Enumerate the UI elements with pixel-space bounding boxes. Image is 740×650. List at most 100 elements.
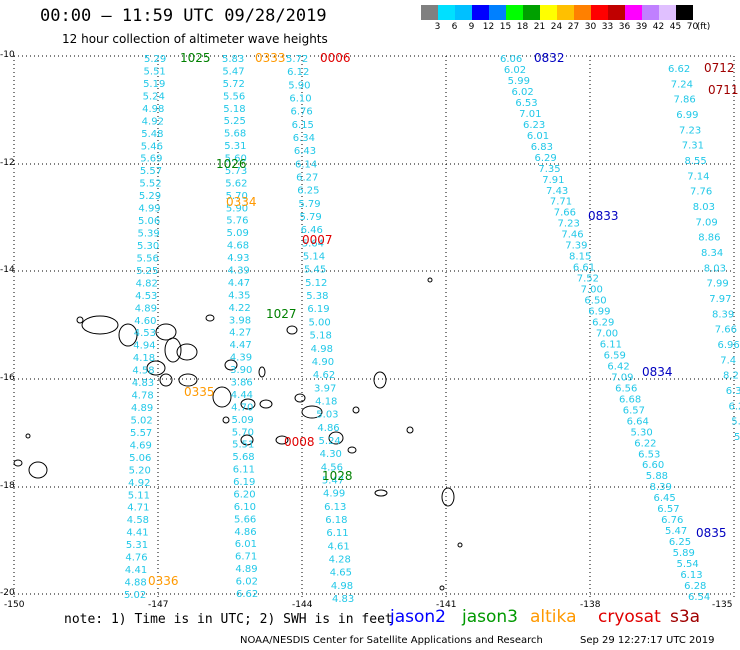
track3-value: 3.97 [314, 383, 336, 394]
island-outline [176, 343, 198, 361]
track4-value: 6.13 [680, 570, 702, 581]
lat-tick-label: -16 [0, 373, 15, 383]
track4-value: 6.53 [638, 449, 660, 460]
track2-value: 5.60 [225, 154, 247, 165]
pass-label: 0334 [226, 195, 257, 209]
track3-value: 5.03 [316, 410, 338, 421]
track4-value: 7.43 [546, 186, 568, 197]
track1-value: 5.39 [137, 229, 159, 240]
legend-label: 45 [669, 22, 682, 32]
track3-value: 6.13 [324, 502, 346, 513]
track2-value: 3.86 [230, 377, 252, 388]
track1-value: 4.53 [134, 328, 156, 339]
track1-value: 5.31 [126, 540, 148, 551]
pass-label: 0006 [320, 51, 351, 65]
track4-value: 8.15 [569, 252, 591, 263]
legend-swatch [438, 5, 455, 20]
island-outline [240, 434, 254, 446]
track2-value: 5.72 [223, 79, 245, 90]
track4-value: 7.23 [558, 219, 580, 230]
track1-value: 4.98 [142, 104, 164, 115]
island-outline [146, 360, 166, 376]
track4-value: 6.22 [634, 438, 656, 449]
track2-value: 6.10 [234, 502, 256, 513]
track1-value: 4.60 [134, 316, 156, 327]
track3-value: 5.14 [303, 252, 325, 263]
legend-swatch [608, 5, 625, 20]
track2-value: 4.39 [230, 353, 252, 364]
island-outline [13, 459, 23, 467]
track5-value: 7.66 [715, 325, 737, 336]
track2-value: 4.35 [228, 290, 250, 301]
track5-value: 6.62 [668, 64, 690, 75]
island-outline [457, 542, 463, 548]
track3-value: 4.56 [321, 462, 343, 473]
track2-value: 5.68 [232, 452, 254, 463]
track2-value: 5.83 [222, 54, 244, 65]
track1-value: 5.06 [138, 216, 160, 227]
track3-value: 6.27 [296, 173, 318, 184]
island-outline [222, 416, 230, 424]
track2-value: 5.56 [223, 91, 245, 102]
track5-value: 7.76 [690, 187, 712, 198]
track4-value: 7.09 [611, 372, 633, 383]
footer-note: note: 1) Time is in UTC; 2) SWH is in fe… [64, 612, 393, 627]
track5-value: 8.2 [723, 371, 739, 382]
track4-value: 6.61 [573, 263, 595, 274]
island-outline [294, 393, 306, 403]
track5-value: 7.23 [679, 125, 701, 136]
track4-value: 6.29 [592, 318, 614, 329]
figure-title: 00:00 – 11:59 UTC 09/28/2019 [40, 6, 327, 26]
track2-value: 4.22 [229, 303, 251, 314]
track3-value: 4.98 [311, 344, 333, 355]
legend-label: 12 [482, 22, 495, 32]
track1-value: 5.46 [141, 141, 163, 152]
lat-tick-label: -10 [0, 50, 15, 60]
track1-value: 4.89 [131, 403, 153, 414]
legend-label: 39 [635, 22, 648, 32]
track1-value: 4.18 [133, 353, 155, 364]
legend-label: 33 [601, 22, 614, 32]
track3-value: 6.15 [292, 120, 314, 131]
track2-value: 6.71 [235, 552, 257, 563]
track1-value: 5.19 [143, 79, 165, 90]
track3-value: 6.46 [301, 225, 323, 236]
legend-swatch [625, 5, 642, 20]
track3-value: 4.98 [331, 581, 353, 592]
track2-value: 4.86 [234, 527, 256, 538]
track2-value: 5.76 [226, 216, 248, 227]
legend-label: 36 [618, 22, 631, 32]
track3-value: 6.43 [294, 146, 316, 157]
legend-swatch [591, 5, 608, 20]
track4-value: 6.64 [627, 416, 649, 427]
legend-labels: 3 6 9 12 15 18 21 24 27 30 33 36 39 42 45 70 (ft) [421, 20, 711, 34]
track4-value: 7.35 [538, 164, 560, 175]
track3-value: 6.14 [295, 159, 317, 170]
island-outline [347, 446, 357, 454]
island-outline [427, 277, 433, 283]
track5-value: 7.97 [709, 294, 731, 305]
legend-label: 30 [584, 22, 597, 32]
track3-value: 5.72 [286, 54, 308, 65]
legend-swatch [557, 5, 574, 20]
track3-value: 6.19 [307, 304, 329, 315]
track5-value: 8.39 [712, 309, 734, 320]
track3-value: 4.28 [329, 554, 351, 565]
lon-tick-label: -141 [436, 600, 457, 610]
track5-value: 7.31 [682, 141, 704, 152]
track4-value: 8.39 [650, 482, 672, 493]
track4-value: 6.02 [512, 87, 534, 98]
track2-value: 5.31 [224, 141, 246, 152]
satellite-legend-jason2: jason2 [390, 607, 446, 627]
track2-value: 4.39 [228, 266, 250, 277]
island-outline [301, 405, 323, 419]
track4-value: 6.68 [619, 394, 641, 405]
legend-label: 70 [686, 22, 699, 32]
island-outline [28, 461, 48, 479]
legend-unit: (ft) [696, 22, 711, 32]
legend-swatch [506, 5, 523, 20]
track3-value: 5.18 [310, 331, 332, 342]
track1-value: 5.57 [140, 166, 162, 177]
island-outline [178, 373, 198, 387]
track1-value: 5.11 [128, 490, 150, 501]
